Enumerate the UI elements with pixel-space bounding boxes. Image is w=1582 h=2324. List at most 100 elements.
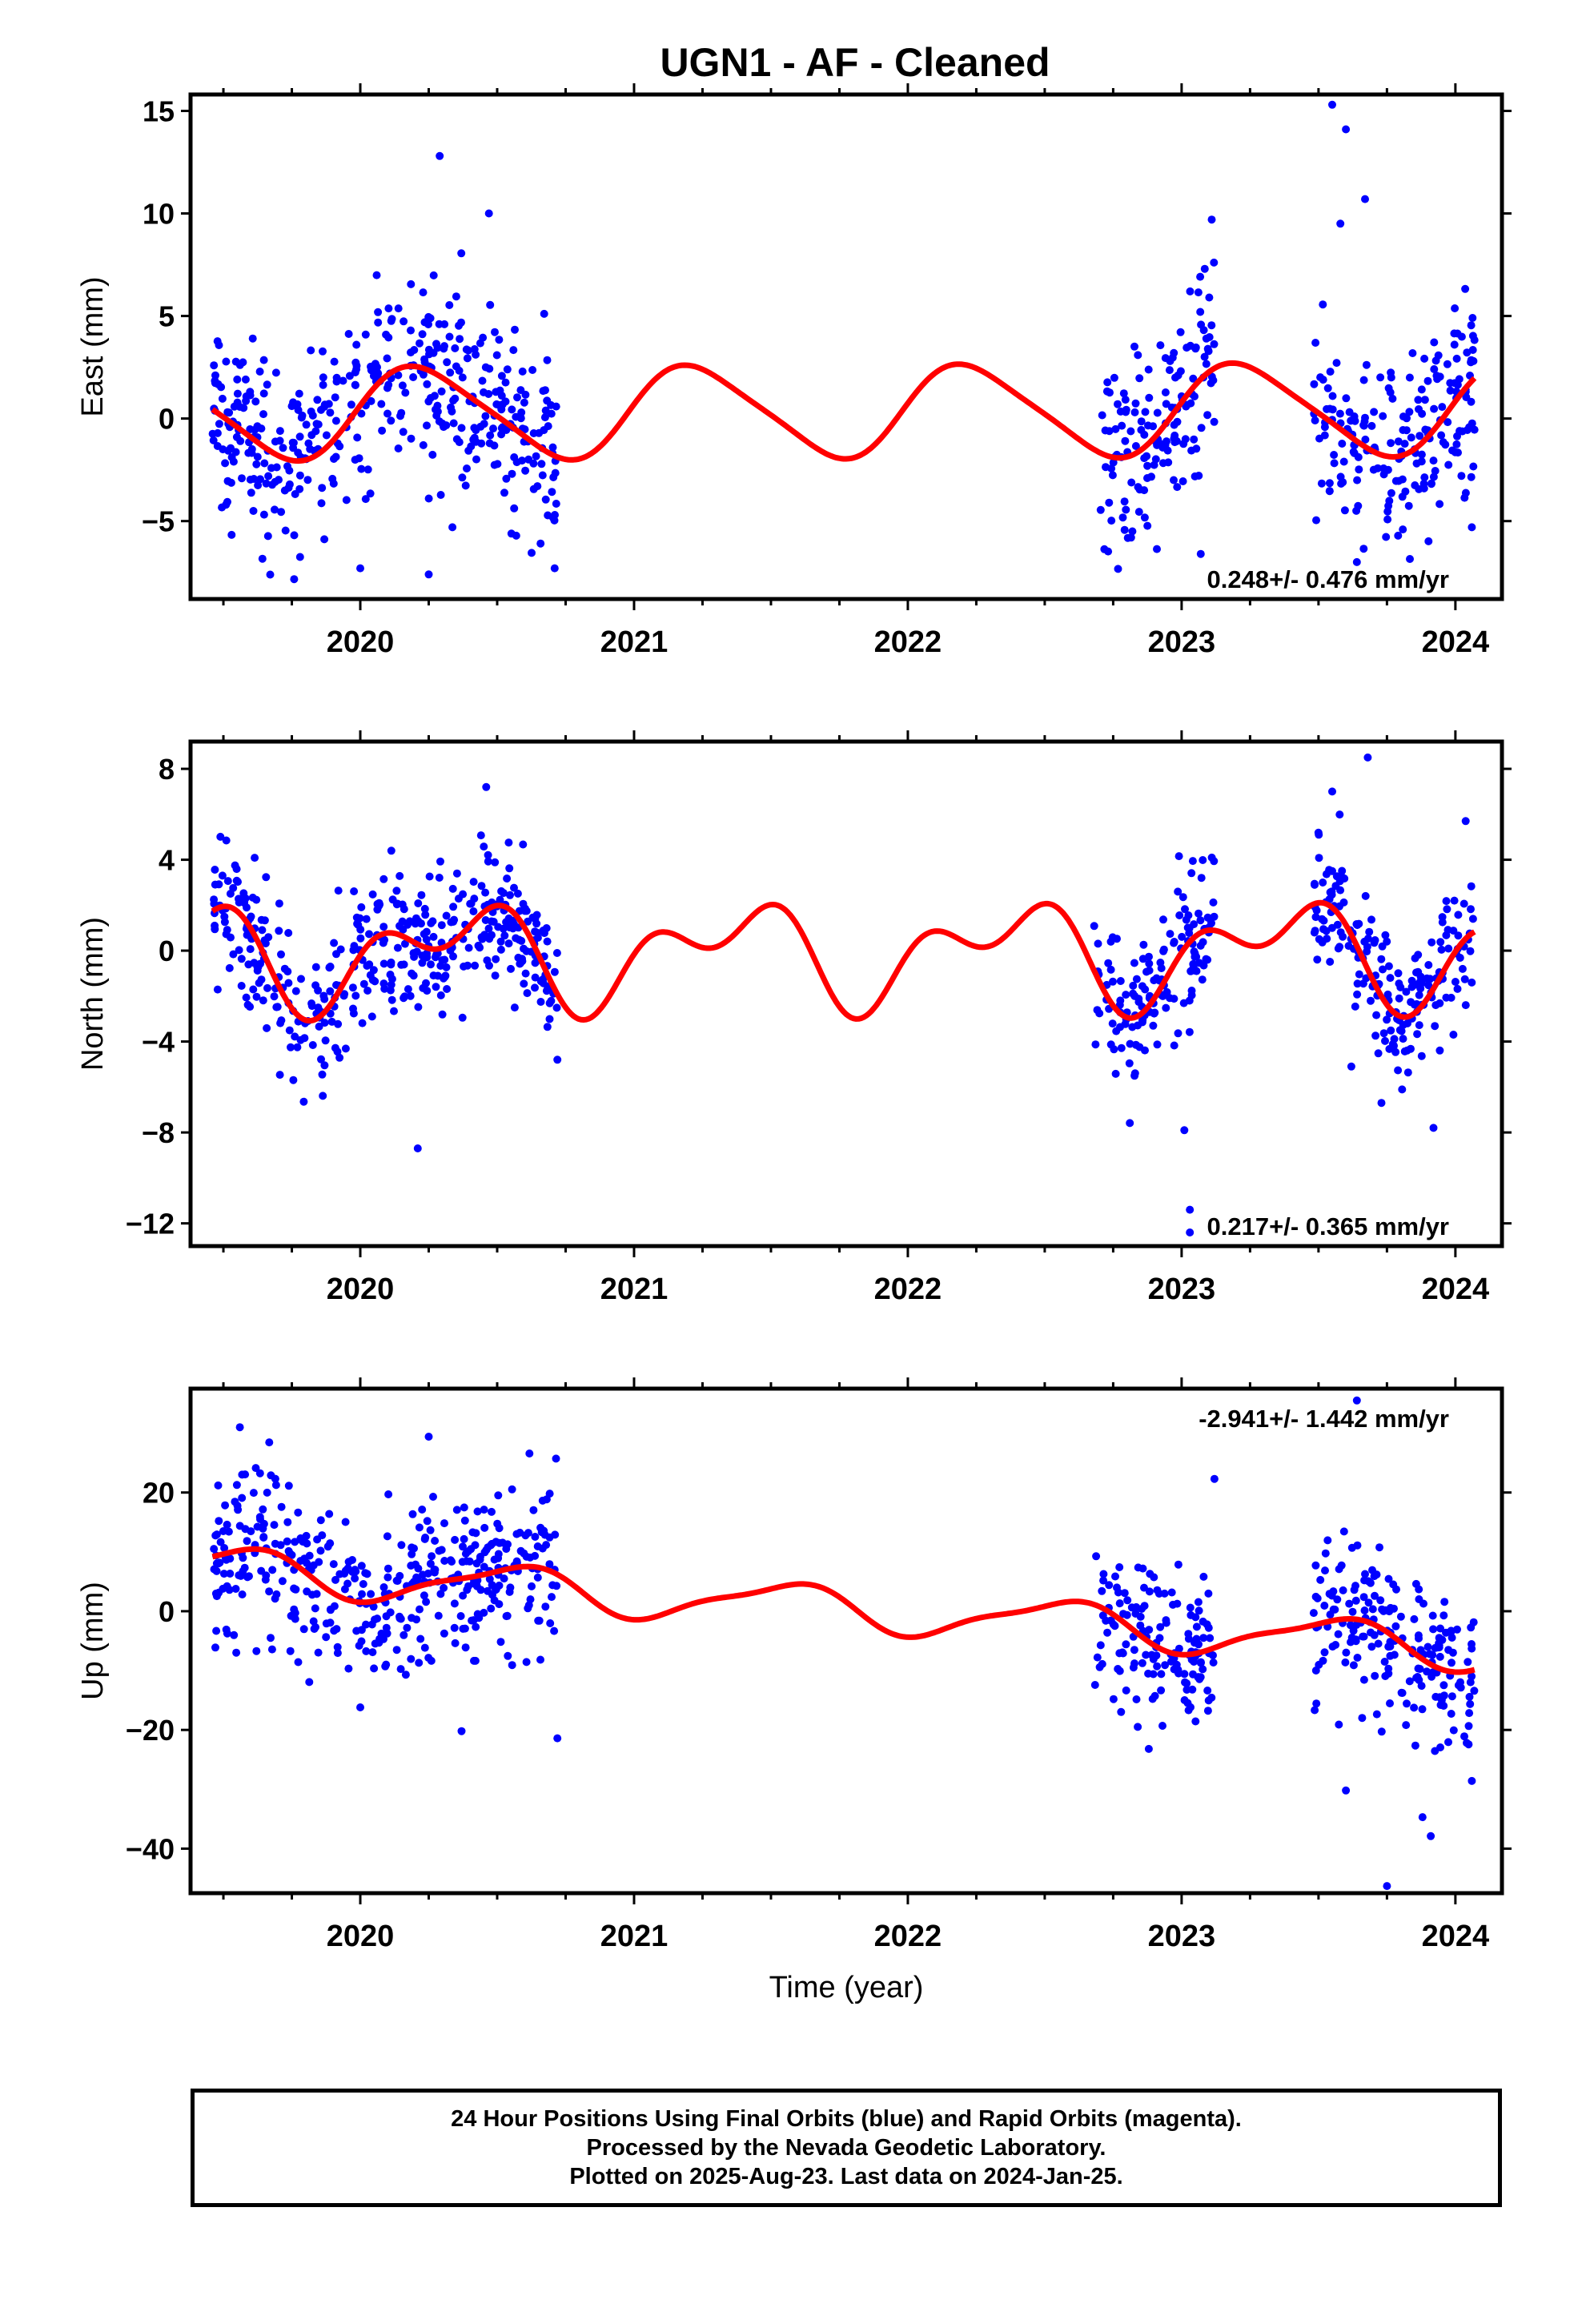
data-point <box>1418 1705 1427 1714</box>
data-point <box>1449 1031 1458 1039</box>
data-point-outlier <box>1342 125 1351 134</box>
data-point <box>452 1506 461 1514</box>
data-point <box>410 1544 418 1553</box>
data-point <box>397 408 406 417</box>
footer-line-3: Plotted on 2025-Aug-23. Last data on 202… <box>569 2164 1123 2189</box>
data-point <box>449 419 458 428</box>
data-point <box>1311 416 1319 424</box>
data-point <box>284 484 293 493</box>
data-point <box>1351 1596 1360 1605</box>
data-point <box>235 1522 244 1530</box>
data-point <box>407 434 416 443</box>
data-point <box>518 957 527 966</box>
data-point <box>1417 450 1426 459</box>
data-point <box>1457 472 1466 480</box>
data-point <box>541 495 550 504</box>
data-point <box>240 899 249 907</box>
data-point-outlier <box>553 1055 562 1064</box>
data-point <box>218 394 227 403</box>
data-point <box>1467 1623 1476 1632</box>
data-point <box>291 1538 299 1546</box>
data-point <box>450 1599 459 1608</box>
data-point <box>510 883 518 892</box>
data-point <box>1326 958 1335 966</box>
data-point <box>307 431 316 440</box>
data-point <box>333 1642 342 1651</box>
data-point <box>520 904 529 913</box>
data-point-outlier <box>1429 1124 1438 1132</box>
data-point <box>252 460 261 468</box>
y-tick-label: 10 <box>143 198 175 231</box>
data-point <box>1170 476 1178 485</box>
data-point <box>254 481 263 489</box>
data-point <box>1205 293 1214 302</box>
data-point <box>1420 396 1429 404</box>
data-point <box>379 923 388 931</box>
data-point <box>1424 961 1433 969</box>
data-point <box>1102 463 1110 472</box>
data-point <box>484 850 492 859</box>
data-point <box>1159 945 1168 954</box>
data-point <box>220 1544 229 1552</box>
data-point <box>521 969 530 978</box>
data-point <box>1453 1625 1461 1634</box>
data-point <box>504 1540 512 1549</box>
data-point <box>1369 465 1378 474</box>
data-point <box>209 436 218 444</box>
data-point <box>387 980 396 989</box>
data-point <box>1210 912 1219 921</box>
data-point <box>329 1560 338 1569</box>
data-point <box>1144 365 1153 374</box>
data-point <box>539 387 548 396</box>
data-point <box>1460 899 1468 908</box>
data-point <box>238 474 246 483</box>
data-point <box>1143 521 1152 530</box>
data-point <box>341 1044 350 1053</box>
data-point <box>319 347 327 356</box>
data-point <box>1384 962 1393 971</box>
data-point <box>1427 480 1435 489</box>
data-point <box>1150 1009 1158 1018</box>
data-point <box>485 961 493 970</box>
data-point <box>1187 869 1196 878</box>
data-point <box>351 380 359 389</box>
data-point <box>500 931 509 940</box>
data-point <box>532 452 540 460</box>
data-point <box>1336 886 1345 895</box>
data-point <box>289 1076 298 1084</box>
data-point <box>440 1583 448 1592</box>
data-point <box>1367 1642 1376 1651</box>
data-point <box>1204 1623 1213 1632</box>
data-point <box>1321 1566 1329 1575</box>
data-point <box>1410 1614 1419 1623</box>
data-point <box>291 490 299 498</box>
data-point <box>472 350 480 359</box>
data-point <box>1446 386 1455 395</box>
data-point <box>1461 1001 1470 1010</box>
data-point <box>466 899 475 908</box>
axes-frame <box>188 1386 1504 1896</box>
data-point <box>1204 1696 1213 1705</box>
data-point <box>445 332 454 341</box>
data-point <box>1105 498 1114 507</box>
data-point <box>1413 1030 1422 1039</box>
data-point <box>516 386 525 395</box>
data-point <box>1470 1687 1479 1695</box>
data-point <box>1115 1599 1124 1608</box>
data-point <box>548 443 557 452</box>
data-point <box>445 301 454 309</box>
data-point <box>1113 935 1121 943</box>
data-point <box>243 1573 252 1582</box>
data-point <box>357 464 366 473</box>
data-point <box>1190 435 1199 444</box>
data-point <box>1098 1659 1106 1668</box>
data-point <box>248 334 257 343</box>
data-point <box>1203 913 1212 922</box>
data-point <box>1126 427 1135 436</box>
data-point <box>1447 1659 1456 1667</box>
data-point <box>1447 1710 1456 1718</box>
data-point <box>523 989 532 998</box>
data-point <box>1319 925 1327 934</box>
data-point <box>1115 1649 1124 1658</box>
data-point <box>1402 987 1411 996</box>
